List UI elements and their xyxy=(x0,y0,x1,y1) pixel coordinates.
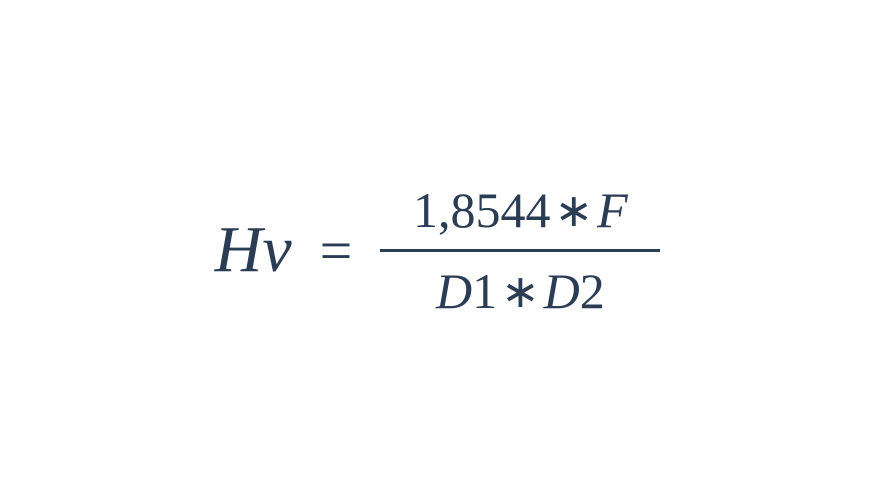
lhs-expression: H v xyxy=(215,212,292,288)
numerator-constant: 1,8544 xyxy=(413,181,551,239)
equals-sign: = xyxy=(320,217,353,284)
operator-times-numerator: ∗ xyxy=(555,183,594,237)
equation-container: H v = 1,8544 ∗ F D 1 ∗ D 2 xyxy=(215,181,661,320)
operator-times-denominator: ∗ xyxy=(501,264,540,318)
var-D2-letter: D xyxy=(544,262,580,320)
var-H: H xyxy=(215,212,263,288)
var-v: v xyxy=(262,212,291,288)
var-D2-digit: 2 xyxy=(580,262,605,320)
fraction: 1,8544 ∗ F D 1 ∗ D 2 xyxy=(380,181,660,320)
var-F: F xyxy=(597,181,628,239)
operator-equals: = xyxy=(320,217,353,284)
var-D1-digit: 1 xyxy=(472,262,497,320)
denominator: D 1 ∗ D 2 xyxy=(436,252,605,320)
numerator: 1,8544 ∗ F xyxy=(413,181,628,249)
var-D1-letter: D xyxy=(436,262,472,320)
